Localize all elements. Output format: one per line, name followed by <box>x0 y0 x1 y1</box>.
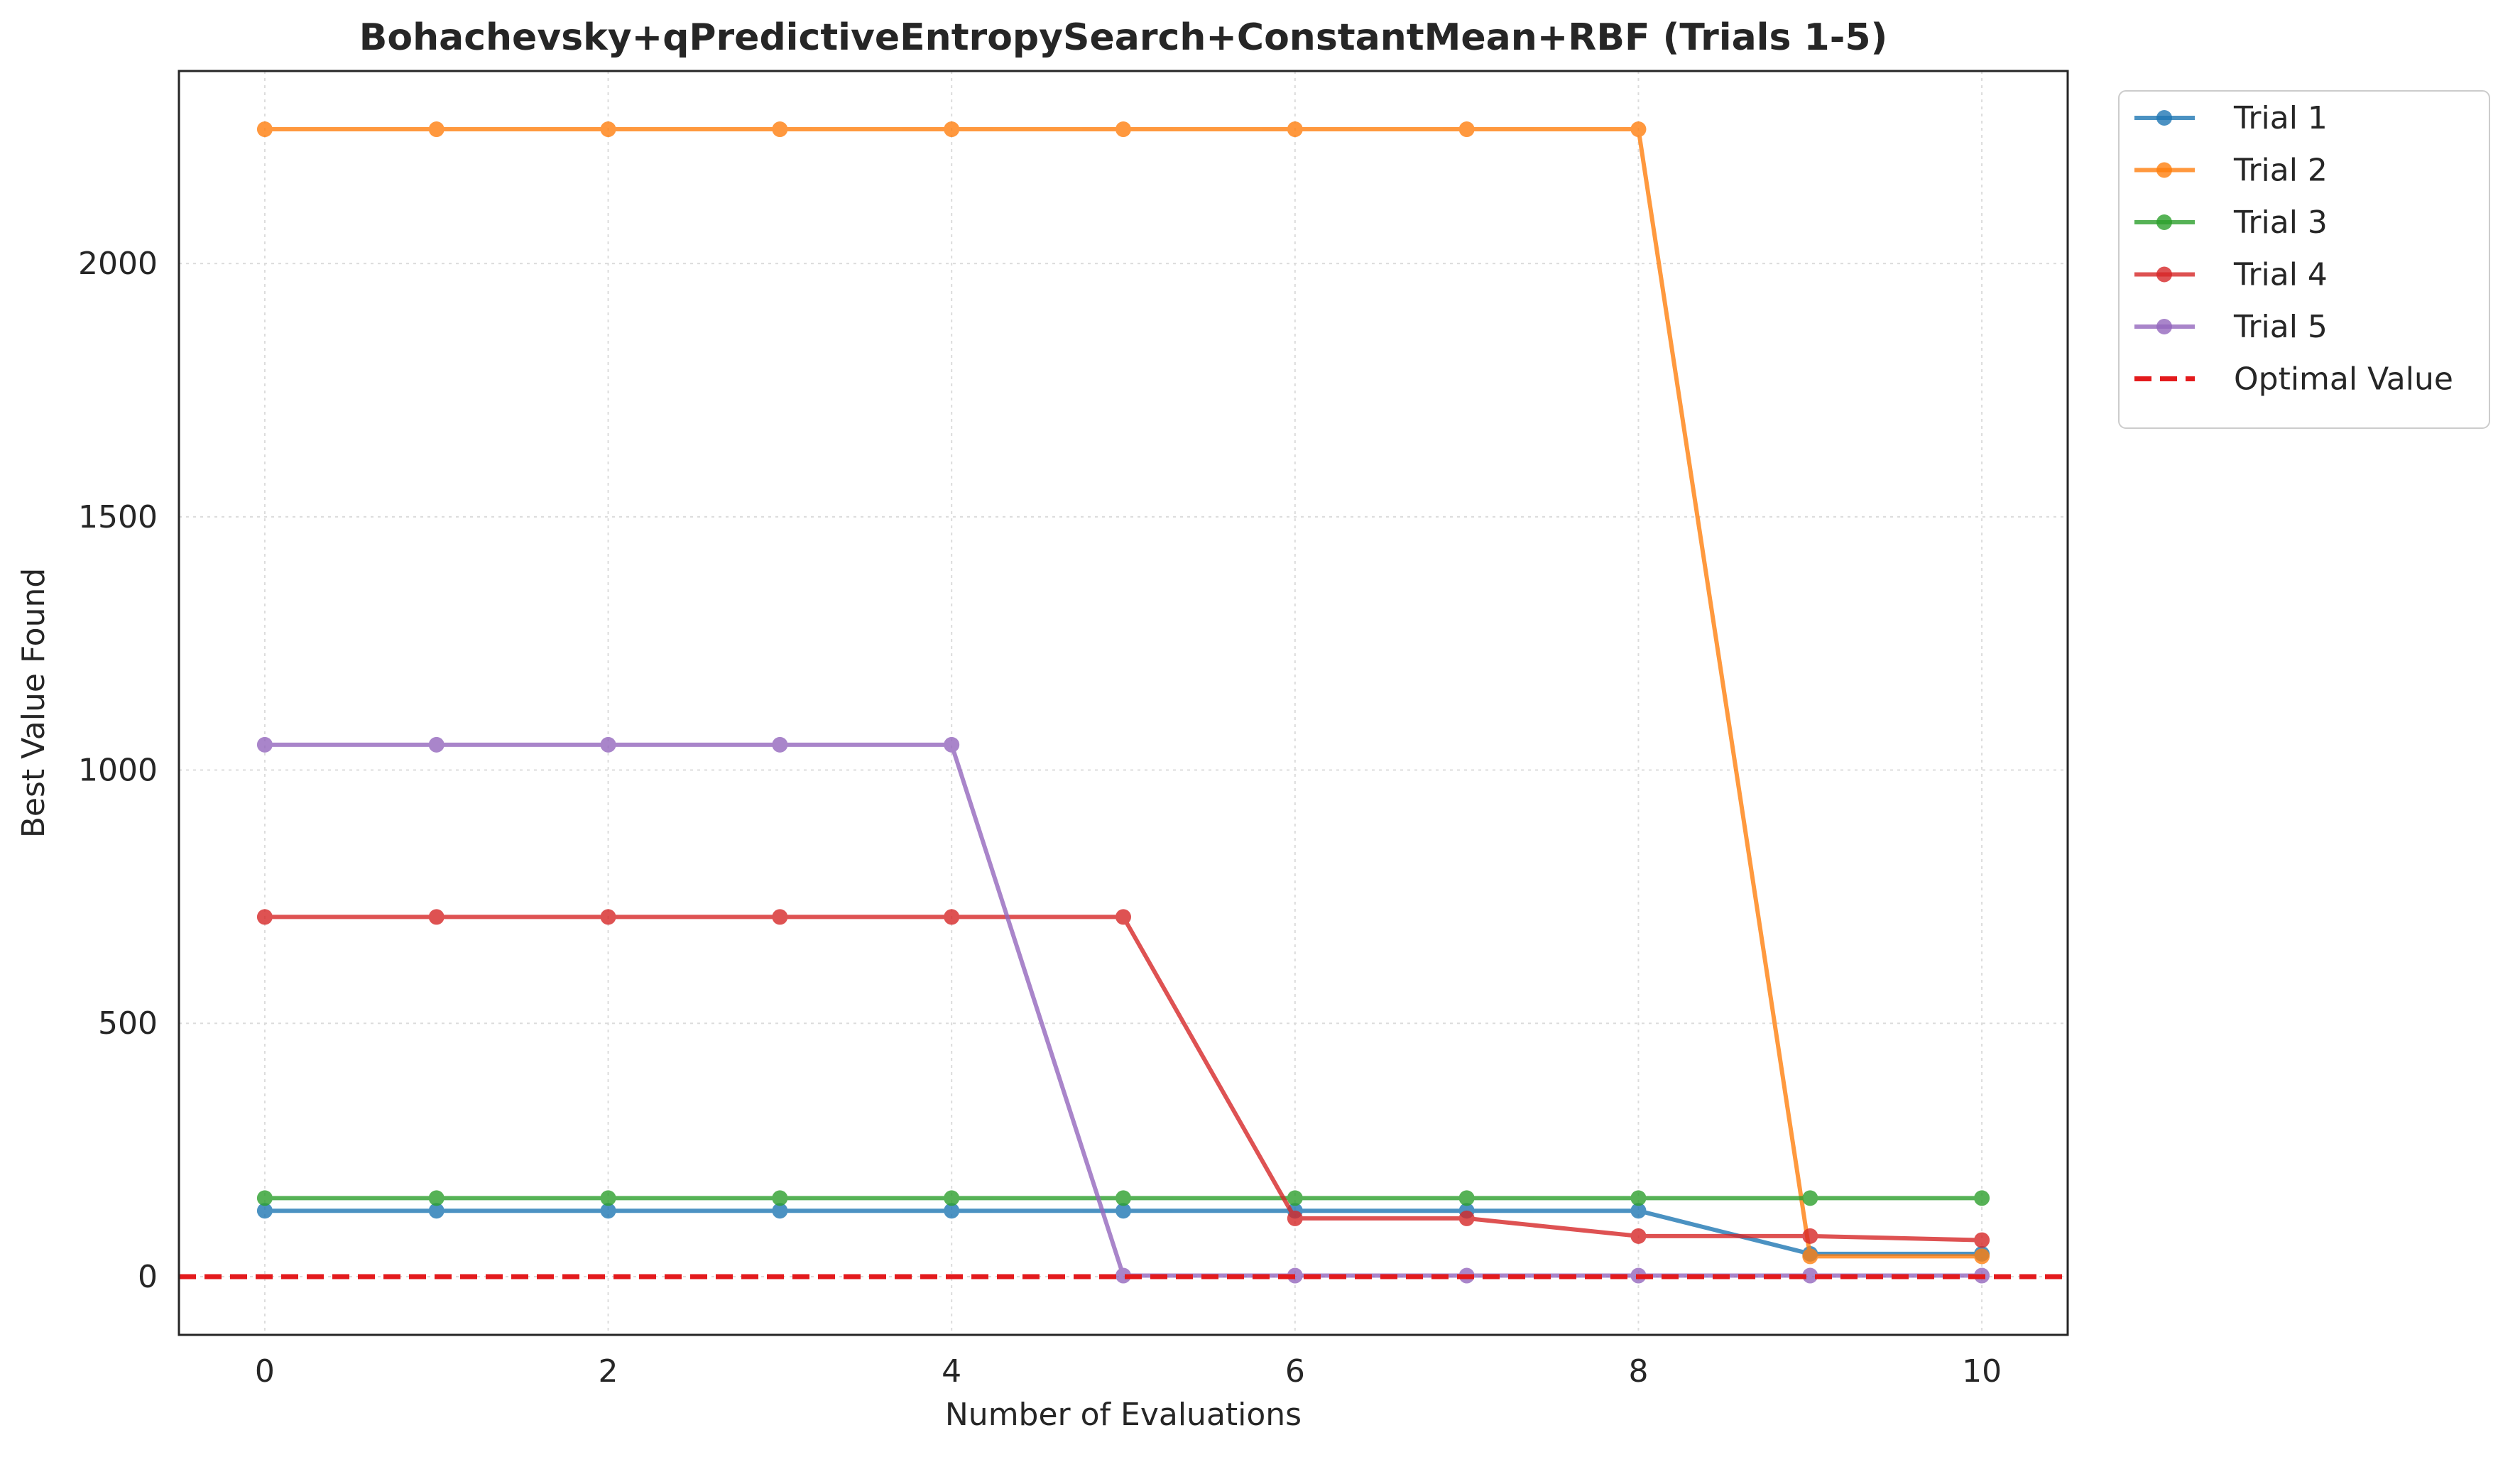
data-point <box>256 1203 273 1219</box>
data-point <box>1802 1248 1818 1265</box>
data-point <box>772 1190 788 1206</box>
legend-entry: Trial 3 <box>2134 204 2328 241</box>
data-point <box>1116 121 1131 138</box>
data-point <box>428 121 444 138</box>
data-point <box>1116 909 1131 925</box>
series-layer <box>256 121 1990 1284</box>
data-point <box>1116 1267 1131 1284</box>
y-axis-ticks: 0 500 1000 1500 2000 <box>78 246 158 1295</box>
x-tick-label: 10 <box>1962 1353 2002 1390</box>
data-point <box>1287 1190 1303 1206</box>
legend-label: Trial 1 <box>2233 100 2328 136</box>
data-point <box>1116 1190 1131 1206</box>
data-point <box>944 121 960 138</box>
chart-title: Bohachevsky+qPredictiveEntropySearch+Con… <box>359 16 1888 59</box>
legend-label: Optimal Value <box>2234 361 2453 398</box>
data-point <box>1630 1228 1647 1244</box>
data-point <box>944 909 960 925</box>
data-point <box>1458 1210 1475 1226</box>
data-point <box>428 1203 444 1219</box>
data-point <box>256 909 273 925</box>
data-point <box>1630 1190 1647 1206</box>
x-tick-label: 2 <box>599 1353 618 1390</box>
data-point <box>944 736 960 753</box>
legend-marker <box>2156 214 2172 230</box>
legend-label: Trial 2 <box>2233 153 2328 189</box>
x-axis-label: Number of Evaluations <box>945 1397 1302 1433</box>
legend-label: Trial 4 <box>2233 257 2328 293</box>
legend-box <box>2118 90 2490 429</box>
legend-entry: Trial 1 <box>2134 100 2328 136</box>
axes-frame <box>178 70 2069 1336</box>
y-tick-label: 1500 <box>78 499 158 535</box>
y-axis-label: Best Value Found <box>16 568 52 839</box>
data-point <box>1630 121 1647 138</box>
data-point <box>772 736 788 753</box>
legend-label: Trial 3 <box>2233 204 2328 241</box>
series-trial-2 <box>256 121 1990 1265</box>
data-point <box>256 736 273 753</box>
legend-entry: Trial 2 <box>2134 153 2328 189</box>
data-point <box>1974 1190 1990 1206</box>
data-point <box>944 1190 960 1206</box>
data-point <box>1458 1190 1475 1206</box>
data-point <box>772 1203 788 1219</box>
legend-label: Trial 5 <box>2233 309 2328 345</box>
data-point <box>600 909 616 925</box>
series-trial-4 <box>256 909 1990 1248</box>
series-trial-3 <box>256 1190 1990 1206</box>
data-point <box>428 909 444 925</box>
data-point <box>600 1203 616 1219</box>
data-point <box>1116 1203 1131 1219</box>
y-tick-label: 1000 <box>78 753 158 789</box>
data-point <box>256 1190 273 1206</box>
legend-marker <box>2156 110 2172 126</box>
data-point <box>428 1190 444 1206</box>
legend-entry: Trial 4 <box>2134 257 2328 293</box>
data-point <box>600 121 616 138</box>
data-point <box>1974 1232 1990 1248</box>
legend-entry: Trial 5 <box>2134 309 2328 345</box>
series-line <box>264 127 1982 1259</box>
y-tick-label: 2000 <box>78 246 158 282</box>
legend-marker <box>2156 319 2172 334</box>
legend: Trial 1 Trial 2 Trial 3 Trial 4 Trial 5 Optim… <box>2118 90 2490 429</box>
x-axis-ticks: 0 2 4 6 8 10 <box>255 1353 2002 1390</box>
data-point <box>944 1203 960 1219</box>
data-point <box>1458 121 1475 138</box>
data-point <box>1802 1228 1818 1244</box>
data-point <box>772 121 788 138</box>
data-point <box>256 121 273 138</box>
data-point <box>1630 1203 1647 1219</box>
data-point <box>428 736 444 753</box>
legend-entry: Optimal Value <box>2134 361 2453 398</box>
y-tick-label: 500 <box>98 1005 158 1042</box>
data-point <box>1802 1267 1818 1284</box>
data-point <box>1974 1248 1990 1265</box>
data-point <box>1802 1190 1818 1206</box>
legend-marker <box>2156 266 2172 283</box>
x-tick-label: 4 <box>942 1353 961 1390</box>
data-point <box>600 736 616 753</box>
legend-marker <box>2156 162 2172 178</box>
data-point <box>1287 121 1303 138</box>
y-tick-label: 0 <box>138 1259 158 1295</box>
grid <box>179 71 2068 1335</box>
data-point <box>600 1190 616 1206</box>
data-point <box>1287 1210 1303 1226</box>
series-trial-1 <box>256 1203 1990 1262</box>
x-tick-label: 8 <box>1628 1353 1648 1390</box>
data-point <box>772 909 788 925</box>
x-tick-label: 6 <box>1285 1353 1305 1390</box>
x-tick-label: 0 <box>255 1353 275 1390</box>
